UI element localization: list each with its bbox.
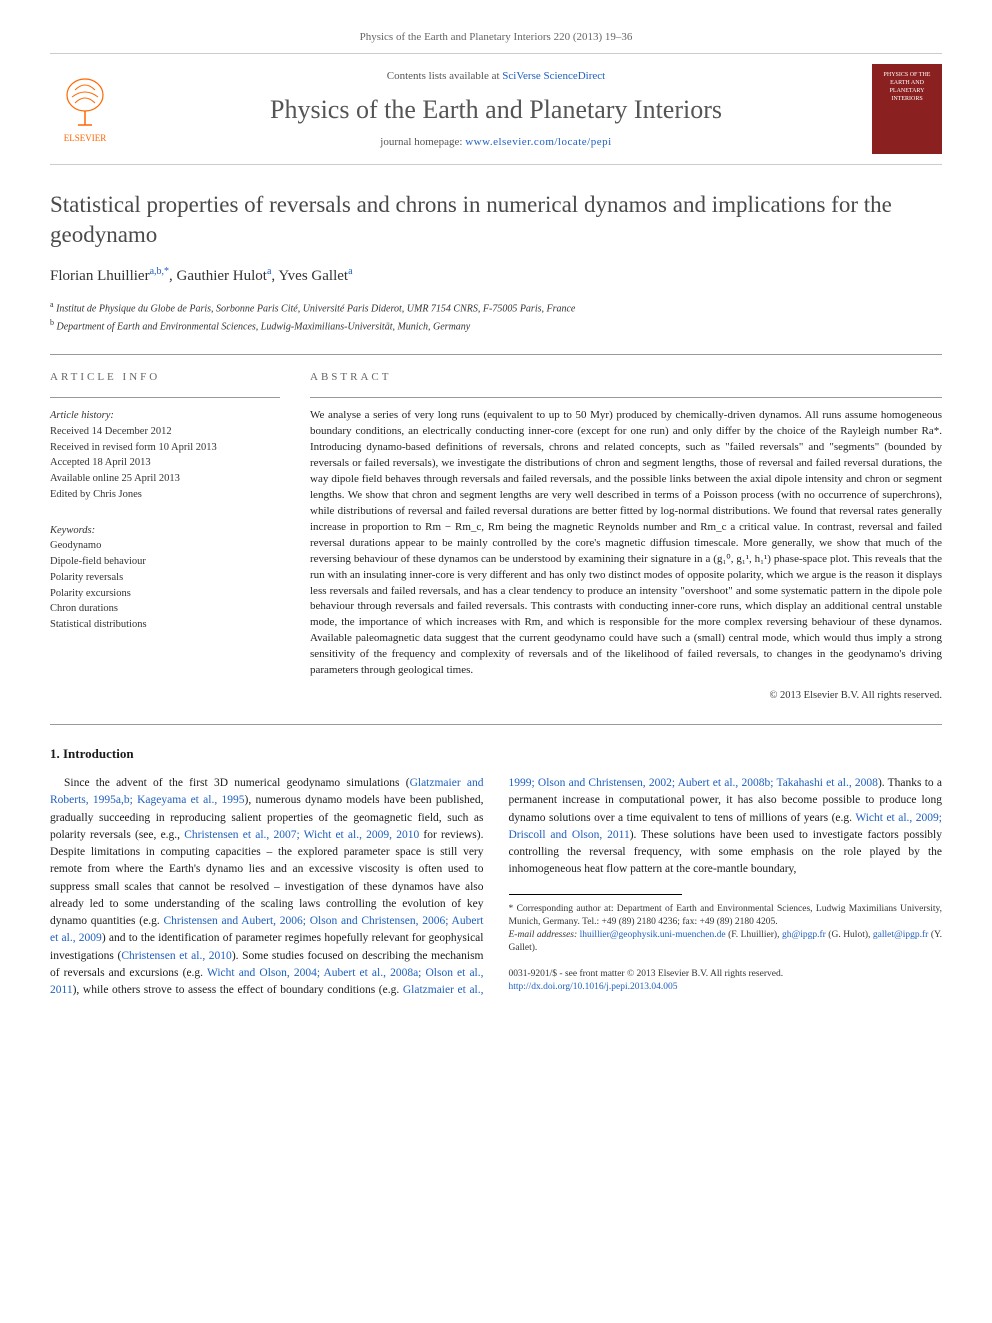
keyword-line: Chron durations <box>50 601 280 617</box>
body-text: Since the advent of the first 3D numeric… <box>50 775 942 999</box>
contents-prefix: Contents lists available at <box>387 70 502 82</box>
footnote-separator <box>509 894 682 895</box>
history-label: Article history: <box>50 408 280 424</box>
affiliation-line: b Department of Earth and Environmental … <box>50 317 942 334</box>
history-line: Received in revised form 10 April 2013 <box>50 440 280 456</box>
section-heading-intro: 1. Introduction <box>50 745 942 763</box>
article-history: Article history: Received 14 December 20… <box>50 408 280 503</box>
elsevier-label: ELSEVIER <box>64 132 107 145</box>
keyword-line: Statistical distributions <box>50 617 280 633</box>
emails-label: E-mail addresses: <box>509 930 578 940</box>
email-addresses: E-mail addresses: lhuillier@geophysik.un… <box>509 929 943 956</box>
footnotes: * Corresponding author at: Department of… <box>509 903 943 956</box>
article-info-column: ARTICLE INFO Article history: Received 1… <box>50 370 280 704</box>
doi-link[interactable]: http://dx.doi.org/10.1016/j.pepi.2013.04… <box>509 982 678 992</box>
sciencedirect-link[interactable]: SciVerse ScienceDirect <box>502 70 605 82</box>
history-line: Received 14 December 2012 <box>50 424 280 440</box>
elsevier-tree-icon <box>60 75 110 130</box>
abstract-column: ABSTRACT We analyse a series of very lon… <box>310 370 942 704</box>
history-line: Edited by Chris Jones <box>50 487 280 503</box>
abstract-heading: ABSTRACT <box>310 370 942 385</box>
citation-line: Physics of the Earth and Planetary Inter… <box>50 30 942 45</box>
homepage-link[interactable]: www.elsevier.com/locate/pepi <box>465 136 611 148</box>
journal-cover-thumbnail: PHYSICS OF THE EARTH AND PLANETARY INTER… <box>872 64 942 154</box>
keywords-block: Keywords: GeodynamoDipole-field behaviou… <box>50 523 280 633</box>
footer-copyright: 0031-9201/$ - see front matter © 2013 El… <box>509 968 943 995</box>
affiliations: a Institut de Physique du Globe de Paris… <box>50 299 942 334</box>
keyword-line: Dipole-field behaviour <box>50 554 280 570</box>
homepage-line: journal homepage: www.elsevier.com/locat… <box>140 135 852 150</box>
section-rule-bottom <box>50 724 942 725</box>
homepage-prefix: journal homepage: <box>380 136 465 148</box>
elsevier-logo: ELSEVIER <box>50 72 120 147</box>
journal-header: ELSEVIER Contents lists available at Sci… <box>50 53 942 165</box>
header-center: Contents lists available at SciVerse Sci… <box>120 69 872 150</box>
copyright-line: © 2013 Elsevier B.V. All rights reserved… <box>310 689 942 704</box>
history-line: Accepted 18 April 2013 <box>50 455 280 471</box>
affiliation-line: a Institut de Physique du Globe de Paris… <box>50 299 942 316</box>
keywords-label: Keywords: <box>50 523 280 539</box>
front-matter-line: 0031-9201/$ - see front matter © 2013 El… <box>509 968 943 981</box>
info-rule <box>50 397 280 398</box>
history-line: Available online 25 April 2013 <box>50 471 280 487</box>
article-info-heading: ARTICLE INFO <box>50 370 280 385</box>
section-rule <box>50 354 942 355</box>
journal-name: Physics of the Earth and Planetary Inter… <box>140 92 852 128</box>
abstract-text: We analyse a series of very long runs (e… <box>310 408 942 679</box>
keyword-line: Polarity reversals <box>50 570 280 586</box>
info-abstract-row: ARTICLE INFO Article history: Received 1… <box>50 370 942 704</box>
corresponding-author-note: * Corresponding author at: Department of… <box>509 903 943 930</box>
keyword-line: Geodynamo <box>50 538 280 554</box>
author-list: Florian Lhuilliera,b,*, Gauthier Hulota,… <box>50 265 942 287</box>
keyword-line: Polarity excursions <box>50 586 280 602</box>
abstract-rule <box>310 397 942 398</box>
contents-line: Contents lists available at SciVerse Sci… <box>140 69 852 84</box>
article-title: Statistical properties of reversals and … <box>50 190 942 250</box>
intro-paragraph: Since the advent of the first 3D numeric… <box>50 775 942 999</box>
